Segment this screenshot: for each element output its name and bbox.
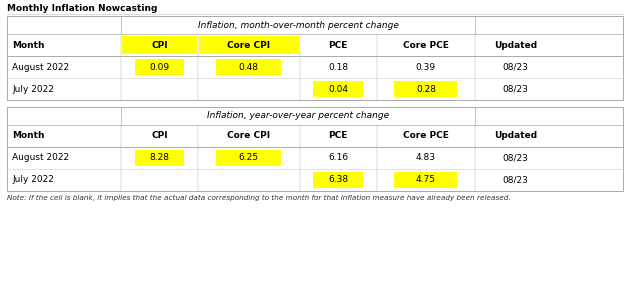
Text: 0.39: 0.39 bbox=[416, 62, 436, 72]
Text: 0.18: 0.18 bbox=[328, 62, 348, 72]
Bar bbox=[394, 81, 457, 97]
Text: Updated: Updated bbox=[494, 40, 537, 50]
Bar bbox=[7, 16, 623, 100]
Text: 6.25: 6.25 bbox=[239, 154, 259, 162]
Text: 0.48: 0.48 bbox=[239, 62, 259, 72]
Text: 08/23: 08/23 bbox=[502, 62, 528, 72]
Text: Inflation, month-over-month percent change: Inflation, month-over-month percent chan… bbox=[198, 20, 399, 29]
Bar bbox=[314, 81, 363, 97]
Text: 0.04: 0.04 bbox=[328, 85, 348, 94]
Text: 4.83: 4.83 bbox=[416, 154, 436, 162]
Text: 6.38: 6.38 bbox=[328, 176, 348, 184]
Text: PCE: PCE bbox=[328, 132, 348, 140]
Text: 0.09: 0.09 bbox=[149, 62, 169, 72]
Text: Core PCE: Core PCE bbox=[403, 132, 449, 140]
Bar bbox=[199, 36, 299, 54]
Text: 0.28: 0.28 bbox=[416, 85, 436, 94]
Bar bbox=[216, 150, 282, 166]
Bar bbox=[135, 59, 184, 75]
Text: CPI: CPI bbox=[151, 40, 168, 50]
Bar bbox=[314, 172, 363, 188]
Text: 8.28: 8.28 bbox=[149, 154, 169, 162]
Text: PCE: PCE bbox=[328, 40, 348, 50]
Bar bbox=[135, 150, 184, 166]
Text: Note: If the cell is blank, it implies that the actual data corresponding to the: Note: If the cell is blank, it implies t… bbox=[7, 195, 511, 201]
Text: Inflation, year-over-year percent change: Inflation, year-over-year percent change bbox=[207, 111, 389, 121]
Bar bbox=[7, 107, 623, 191]
Text: Month: Month bbox=[12, 132, 45, 140]
Text: July 2022: July 2022 bbox=[12, 176, 54, 184]
Text: CPI: CPI bbox=[151, 132, 168, 140]
Text: August 2022: August 2022 bbox=[12, 154, 69, 162]
Text: 08/23: 08/23 bbox=[502, 85, 528, 94]
Text: Core PCE: Core PCE bbox=[403, 40, 449, 50]
Text: July 2022: July 2022 bbox=[12, 85, 54, 94]
Text: Core CPI: Core CPI bbox=[227, 132, 270, 140]
Text: 08/23: 08/23 bbox=[502, 154, 528, 162]
Bar bbox=[216, 59, 282, 75]
Text: 08/23: 08/23 bbox=[502, 176, 528, 184]
Text: Monthly Inflation Nowcasting: Monthly Inflation Nowcasting bbox=[7, 4, 158, 13]
Text: 6.16: 6.16 bbox=[328, 154, 348, 162]
Bar bbox=[122, 36, 197, 54]
Text: Month: Month bbox=[12, 40, 45, 50]
Bar bbox=[394, 172, 457, 188]
Text: August 2022: August 2022 bbox=[12, 62, 69, 72]
Text: Updated: Updated bbox=[494, 132, 537, 140]
Text: 4.75: 4.75 bbox=[416, 176, 436, 184]
Text: Core CPI: Core CPI bbox=[227, 40, 270, 50]
